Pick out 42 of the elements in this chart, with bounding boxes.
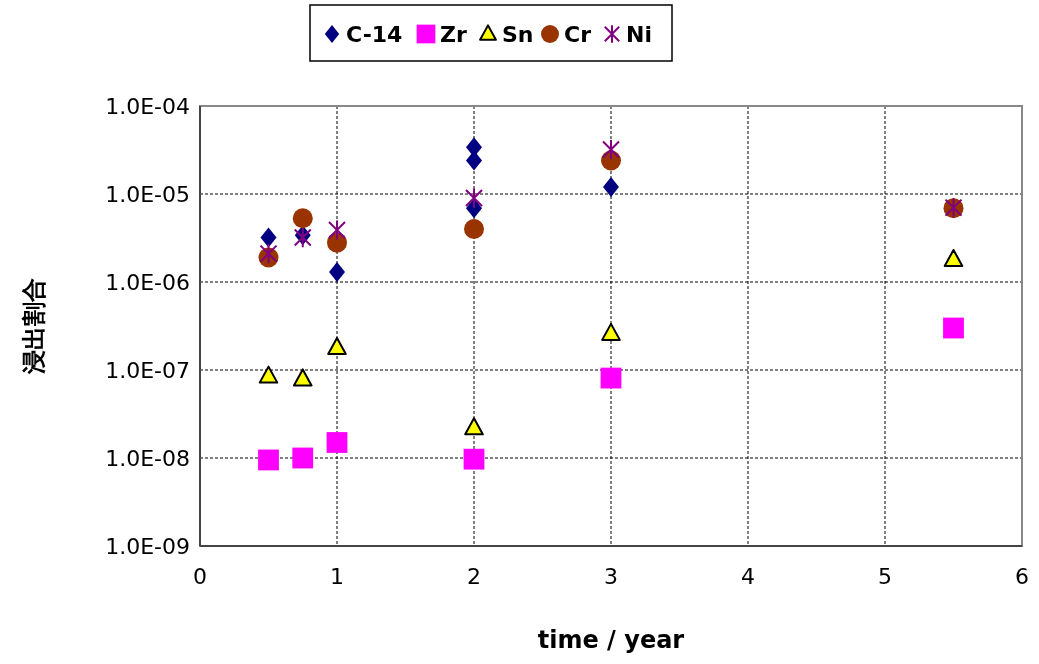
point xyxy=(328,219,346,241)
point xyxy=(603,177,619,198)
point xyxy=(259,243,278,265)
point xyxy=(258,365,279,384)
y-tick-label: 1.0E-07 xyxy=(105,358,190,383)
point xyxy=(943,248,964,267)
point xyxy=(465,187,483,209)
point xyxy=(292,208,313,229)
point xyxy=(464,417,484,436)
y-tick-label: 1.0E-05 xyxy=(105,182,190,207)
x-tick-label: 3 xyxy=(604,564,618,589)
legend-label: C-14 xyxy=(346,22,403,47)
point xyxy=(327,336,347,355)
x-tick-label: 4 xyxy=(741,564,755,589)
legend-label: Cr xyxy=(564,22,592,47)
point xyxy=(601,322,621,341)
point xyxy=(464,219,484,240)
legend-label: Sn xyxy=(502,22,534,47)
y-tick-label: 1.0E-08 xyxy=(105,446,190,471)
x-tick-label: 2 xyxy=(467,564,481,589)
x-tick-label: 1 xyxy=(330,564,344,589)
x-axis-title: time / year xyxy=(537,626,685,654)
point xyxy=(943,317,964,339)
point xyxy=(260,227,277,248)
point xyxy=(326,432,348,453)
point xyxy=(258,449,279,471)
x-tick-label: 5 xyxy=(878,564,892,589)
point xyxy=(600,367,622,389)
x-tick-label: 6 xyxy=(1015,564,1029,589)
point xyxy=(602,138,620,161)
legend-label: Ni xyxy=(626,22,652,47)
point xyxy=(292,368,313,387)
point xyxy=(292,447,314,469)
y-axis-title: 浸出割合 xyxy=(20,278,48,375)
y-tick-label: 1.0E-09 xyxy=(105,534,190,559)
y-tick-label: 1.0E-04 xyxy=(105,94,190,119)
x-tick-label: 0 xyxy=(193,564,207,589)
point xyxy=(466,150,482,171)
point xyxy=(463,448,485,470)
y-tick-label: 1.0E-06 xyxy=(105,270,190,295)
legend-label: Zr xyxy=(440,22,467,47)
point xyxy=(329,261,345,282)
